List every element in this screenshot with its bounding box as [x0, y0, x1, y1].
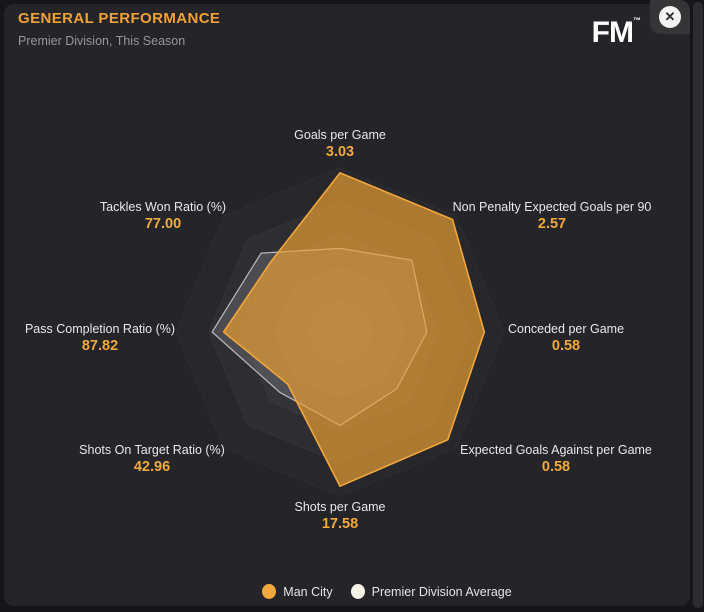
- series-polygons: [211, 172, 486, 488]
- scrollbar[interactable]: [693, 2, 703, 608]
- man-city-dot-icon: [262, 584, 277, 599]
- close-button[interactable]: ✕: [650, 0, 690, 34]
- axis-label-conceded: Conceded per Game 0.58: [507, 322, 625, 354]
- legend-item-man-city: Man City: [262, 584, 333, 599]
- axis-label-non-penalty-xg: Non Penalty Expected Goals per 90 2.57: [452, 200, 652, 232]
- page-title: GENERAL PERFORMANCE: [18, 10, 221, 27]
- axis-label-tackles-won: Tackles Won Ratio (%) 77.00: [99, 200, 227, 232]
- fm-logo: FM™: [591, 16, 641, 49]
- axis-label-pass-completion: Pass Completion Ratio (%) 87.82: [24, 322, 176, 354]
- division-average-dot-icon: [350, 584, 365, 599]
- axis-label-goals-per-game: Goals per Game 3.03: [294, 128, 386, 160]
- close-icon: ✕: [659, 6, 681, 28]
- axis-label-shots-on-target: Shots On Target Ratio (%) 42.96: [79, 443, 225, 475]
- legend-item-division-average: Premier Division Average: [350, 584, 512, 599]
- radar-svg: [175, 167, 505, 497]
- axis-label-xg-against: Expected Goals Against per Game 0.58: [460, 443, 652, 475]
- dialog-header: GENERAL PERFORMANCE Premier Division, Th…: [18, 10, 220, 48]
- axis-label-shots-per-game: Shots per Game 17.58: [294, 500, 386, 532]
- chart-legend: Man City Premier Division Average: [0, 584, 704, 599]
- page-subtitle: Premier Division, This Season: [18, 34, 186, 48]
- trademark-symbol: ™: [633, 16, 641, 25]
